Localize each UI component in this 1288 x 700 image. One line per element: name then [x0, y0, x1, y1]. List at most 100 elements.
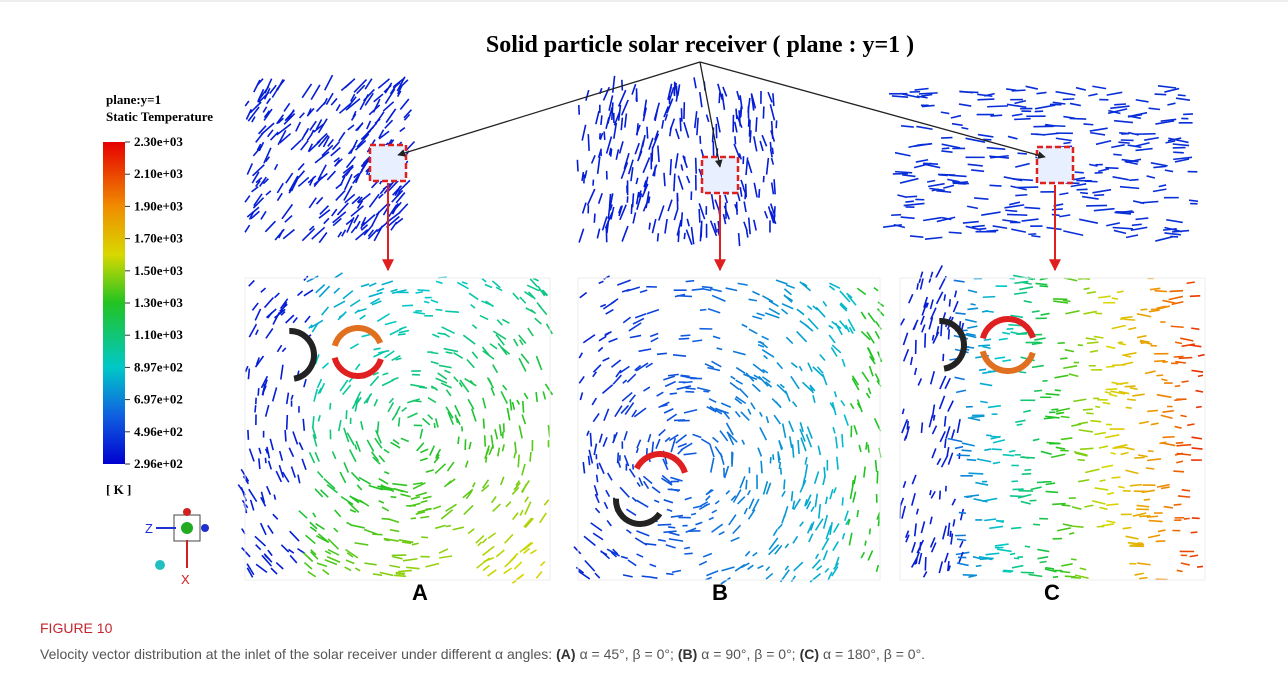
vector-arrow	[328, 539, 338, 549]
vector-arrow	[587, 431, 589, 436]
vector-arrow	[547, 324, 553, 334]
vector-arrow	[1132, 394, 1144, 396]
vector-arrow	[543, 391, 545, 399]
vector-arrow	[439, 365, 452, 367]
vector-arrow	[245, 366, 247, 372]
vector-arrow	[930, 490, 931, 495]
vector-arrow	[960, 541, 963, 547]
vector-arrow	[666, 574, 673, 575]
vector-arrow	[1078, 480, 1089, 482]
vector-arrow	[1032, 311, 1040, 312]
vector-arrow	[637, 448, 639, 453]
vector-arrow	[373, 574, 382, 575]
vector-arrow	[482, 485, 489, 491]
vector-arrow	[282, 348, 286, 352]
vector-arrow	[702, 287, 713, 288]
vector-arrow	[301, 141, 308, 150]
vector-arrow	[513, 293, 519, 300]
vector-arrow	[1053, 577, 1058, 578]
vector-arrow	[1149, 521, 1163, 522]
circulation-arrow	[289, 331, 314, 379]
vector-arrow	[711, 458, 714, 473]
vector-arrow	[644, 387, 650, 391]
vector-arrow	[900, 179, 918, 184]
vector-arrow	[939, 175, 948, 176]
vector-arrow	[1060, 571, 1070, 572]
vector-arrow	[674, 174, 675, 192]
vector-arrow	[665, 382, 675, 387]
vector-arrow	[861, 552, 864, 558]
vector-arrow	[290, 555, 297, 563]
vector-arrow	[713, 437, 719, 442]
vector-arrow	[647, 310, 659, 314]
vector-arrow	[266, 405, 269, 417]
vector-arrow	[1164, 233, 1181, 235]
vector-arrow	[316, 197, 322, 204]
vector-arrow	[942, 148, 949, 149]
vector-arrow	[436, 281, 442, 283]
vector-arrow	[1034, 390, 1042, 391]
vector-arrow	[336, 191, 345, 201]
vector-arrow	[347, 522, 352, 524]
vector-arrow	[593, 365, 600, 373]
vector-arrow	[491, 388, 494, 396]
vector-arrow	[1155, 94, 1167, 95]
vector-arrow	[1078, 460, 1085, 461]
vector-arrow	[1053, 102, 1066, 104]
vector-arrow	[1080, 193, 1088, 194]
vector-arrow	[620, 366, 630, 372]
vector-arrow	[667, 509, 672, 511]
vector-arrow	[693, 434, 702, 437]
vector-arrow	[245, 225, 250, 232]
vector-arrow	[400, 99, 409, 110]
vector-arrow	[687, 377, 697, 378]
vector-arrow	[1023, 410, 1031, 412]
caption-item-text: α = 180°, β = 0°.	[823, 646, 925, 662]
vector-arrow	[469, 442, 471, 449]
vector-arrow	[1173, 144, 1189, 146]
vector-arrow	[671, 438, 675, 452]
vector-arrow	[967, 326, 977, 328]
vector-arrow	[703, 391, 709, 392]
vector-arrow	[252, 187, 259, 192]
vector-arrow	[1120, 187, 1139, 189]
vector-arrow	[657, 392, 664, 396]
vector-arrow	[967, 460, 976, 461]
vector-arrow	[627, 374, 635, 382]
vector-arrow	[406, 567, 419, 568]
vector-arrow	[903, 409, 904, 414]
vector-arrow	[1014, 101, 1025, 104]
vector-arrow	[848, 319, 854, 331]
vector-arrow	[664, 173, 665, 186]
vector-arrow	[783, 424, 786, 438]
caption-item-label: (C)	[800, 646, 819, 662]
colorbar-tick-label: 1.30e+03	[134, 295, 183, 310]
vector-arrow	[603, 358, 610, 361]
vector-arrow	[1150, 288, 1160, 289]
vector-arrow	[1118, 142, 1129, 143]
vector-arrow	[1032, 366, 1044, 368]
vector-arrow	[670, 393, 677, 394]
vector-arrow	[317, 379, 321, 388]
vector-arrow	[1125, 470, 1138, 473]
vector-arrow	[1114, 230, 1126, 233]
vector-arrow	[619, 90, 626, 106]
vector-arrow	[975, 483, 988, 486]
vector-arrow	[1061, 438, 1073, 440]
vector-arrow	[1110, 106, 1129, 108]
vector-arrow	[431, 300, 438, 303]
vector-arrow	[621, 118, 622, 131]
vector-arrow	[1141, 309, 1148, 310]
vector-arrow	[779, 462, 780, 469]
vector-arrow	[544, 500, 548, 505]
vector-arrow	[271, 568, 277, 574]
vector-arrow	[701, 439, 710, 444]
vector-arrow	[875, 331, 879, 339]
vector-arrow	[1105, 168, 1118, 169]
vector-arrow	[1004, 205, 1024, 208]
vector-arrow	[868, 313, 875, 322]
vector-arrow	[686, 281, 695, 282]
vector-arrow	[1007, 104, 1026, 107]
vector-arrow	[465, 379, 477, 386]
vector-arrow	[987, 148, 1006, 149]
